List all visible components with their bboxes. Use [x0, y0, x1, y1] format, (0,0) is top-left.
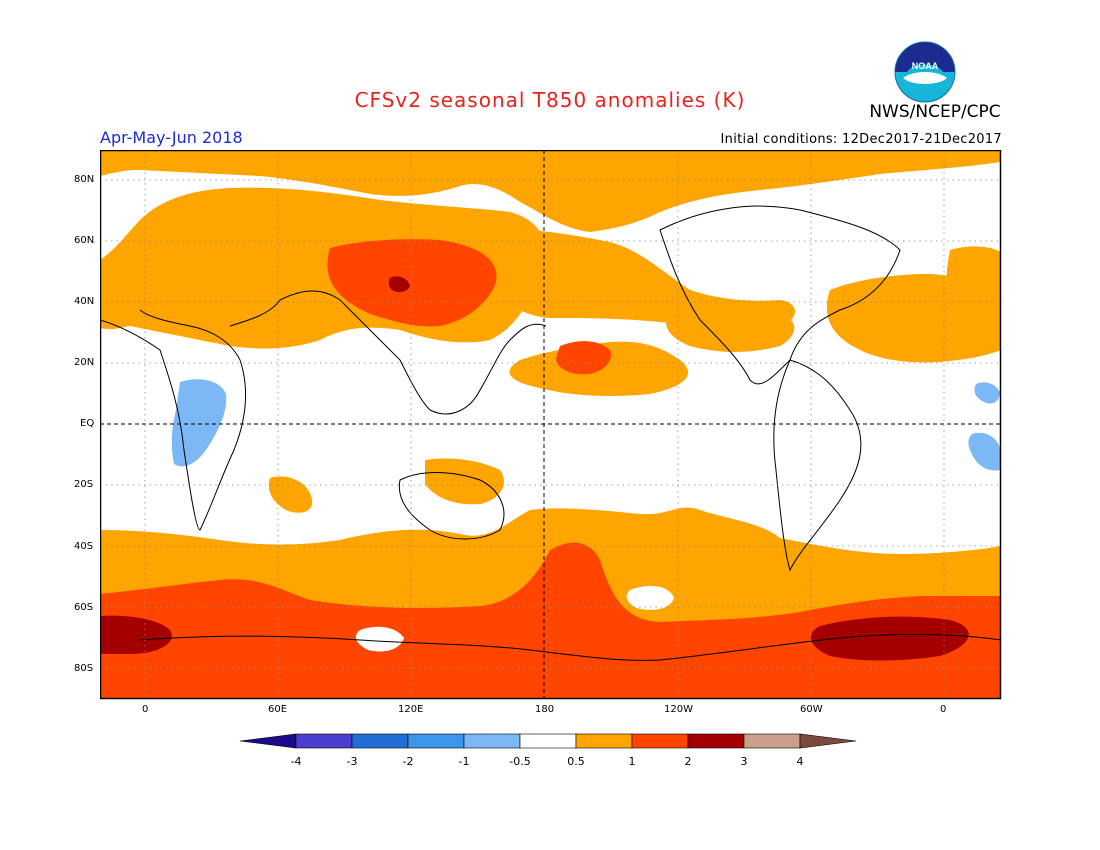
- anomaly-region-indian-ocean: [268, 476, 313, 513]
- lon-label-180: 180: [535, 704, 555, 715]
- colorbar-label: -2: [403, 755, 414, 768]
- colorbar-label: 3: [741, 755, 748, 768]
- colorbar-swatch: [295, 733, 353, 749]
- colorbar-label: -4: [291, 755, 302, 768]
- colorbar-swatch: [463, 733, 521, 749]
- anomaly-region-antarctic-west: [100, 615, 172, 654]
- lat-label-40s: 40S: [74, 541, 94, 552]
- lat-label-80s: 80S: [74, 663, 94, 674]
- anomaly-region-pacific-north: [479, 228, 795, 328]
- colorbar-swatch: [407, 733, 465, 749]
- lat-label-80n: 80N: [74, 174, 95, 185]
- anomaly-region-atlantic-cool: [974, 382, 1000, 404]
- lon-label-120w: 120W: [664, 704, 693, 715]
- colorbar-swatch: [631, 733, 689, 749]
- anomaly-region-east-europe: [946, 246, 1001, 343]
- initial-conditions-label: Initial conditions: 12Dec2017-21Dec2017: [720, 132, 1002, 147]
- colorbar-label: -1: [459, 755, 470, 768]
- lon-label-0-west: 0: [142, 704, 149, 715]
- anomaly-region-gap-2: [626, 585, 674, 610]
- agency-label: NWS/NCEP/CPC: [869, 102, 1001, 122]
- anomaly-region-mexico: [666, 307, 795, 352]
- season-label: Apr-May-Jun 2018: [100, 128, 243, 147]
- anomaly-region-southern-ocean-high: [100, 542, 1001, 699]
- colorbar-label: -3: [347, 755, 358, 768]
- noaa-logo: NOAA: [894, 41, 956, 103]
- colorbar-swatch: [575, 733, 633, 749]
- lon-label-120e: 120E: [398, 704, 424, 715]
- colorbar-label: 1: [629, 755, 636, 768]
- map-title: CFSv2 seasonal T850 anomalies (K): [354, 88, 746, 112]
- lat-label-60n: 60N: [74, 235, 95, 246]
- colorbar-arrow-low: [239, 733, 297, 749]
- colorbar-label: 4: [797, 755, 804, 768]
- lon-label-0-east: 0: [940, 704, 947, 715]
- anomaly-region-africa-cool: [171, 379, 227, 467]
- colorbar-label: 2: [685, 755, 692, 768]
- lat-label-40n: 40N: [74, 296, 95, 307]
- lat-label-20s: 20S: [74, 479, 94, 490]
- anomaly-region-north: [100, 150, 1001, 232]
- anomaly-region-gap-1: [355, 626, 404, 652]
- anomaly-region-siberia-max: [388, 276, 410, 293]
- anomaly-map: [100, 150, 1002, 700]
- lon-label-60w: 60W: [800, 704, 823, 715]
- map-frame: [100, 150, 1002, 700]
- colorbar-label: 0.5: [567, 755, 585, 768]
- anomaly-region-asia-core: [327, 239, 497, 327]
- colorbar-label: -0.5: [509, 755, 530, 768]
- anomaly-region-pacific-hot: [556, 341, 612, 375]
- svg-text:NOAA: NOAA: [912, 61, 939, 71]
- colorbar-swatch: [687, 733, 745, 749]
- colorbar-swatch: [351, 733, 409, 749]
- colorbar-swatch: [743, 733, 801, 749]
- lat-label-20n: 20N: [74, 357, 95, 368]
- colorbar-swatch: [519, 733, 577, 749]
- lon-label-60e: 60E: [268, 704, 288, 715]
- lat-label-60s: 60S: [74, 602, 94, 613]
- colorbar-arrow-high: [799, 733, 857, 749]
- anomaly-region-australia-n: [425, 458, 504, 505]
- anomaly-region-antarctic-east: [810, 616, 969, 661]
- colorbar: -4 -3 -2 -1 -0.5 0.5 1 2 3 4: [239, 733, 857, 768]
- anomaly-region-brazil-cool: [968, 432, 1000, 471]
- lat-label-eq: EQ: [80, 418, 95, 429]
- graticule: [100, 150, 1001, 699]
